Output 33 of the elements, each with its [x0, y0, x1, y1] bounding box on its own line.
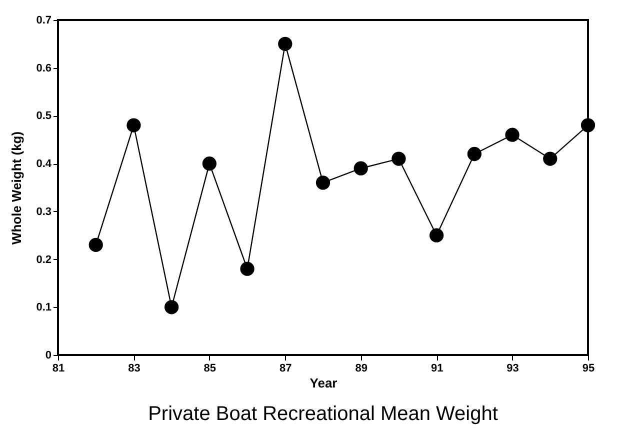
point — [88, 238, 103, 252]
x-axis-title: Year — [310, 376, 338, 390]
point — [240, 262, 254, 276]
point — [126, 118, 141, 132]
x-tick-label: 85 — [204, 362, 216, 374]
point — [202, 156, 216, 171]
x-tick-label: 93 — [506, 362, 519, 374]
x-tick-label: 91 — [430, 362, 444, 374]
point — [164, 300, 179, 314]
point — [278, 36, 292, 51]
y-tick-label: 0.4 — [36, 158, 52, 170]
point — [392, 152, 406, 166]
x-tick-label: 81 — [52, 362, 65, 374]
text: Private Boat Recreational Mean Weight — [148, 403, 498, 425]
y-tick-label: 0.5 — [36, 110, 52, 122]
x-tick-label: 87 — [280, 362, 292, 374]
point — [543, 152, 558, 166]
y-tick-label: 0.6 — [36, 62, 52, 74]
point — [467, 146, 482, 162]
point — [505, 128, 520, 142]
y-tick-label: 0.2 — [36, 254, 52, 266]
y-axis-title: Whole Weight (kg) — [9, 131, 24, 245]
y-tick-label: 0.7 — [36, 14, 52, 26]
x-tick-label: 95 — [582, 362, 595, 374]
point — [430, 228, 444, 242]
point — [316, 176, 330, 190]
y-tick-label: 0.1 — [36, 302, 52, 314]
y-tick-label: 0.3 — [36, 206, 52, 218]
y-tick-label: 0 — [45, 350, 52, 362]
x-tick-label: 89 — [355, 362, 368, 374]
point — [580, 118, 596, 132]
point — [354, 161, 368, 176]
x-tick-label: 83 — [128, 362, 140, 374]
